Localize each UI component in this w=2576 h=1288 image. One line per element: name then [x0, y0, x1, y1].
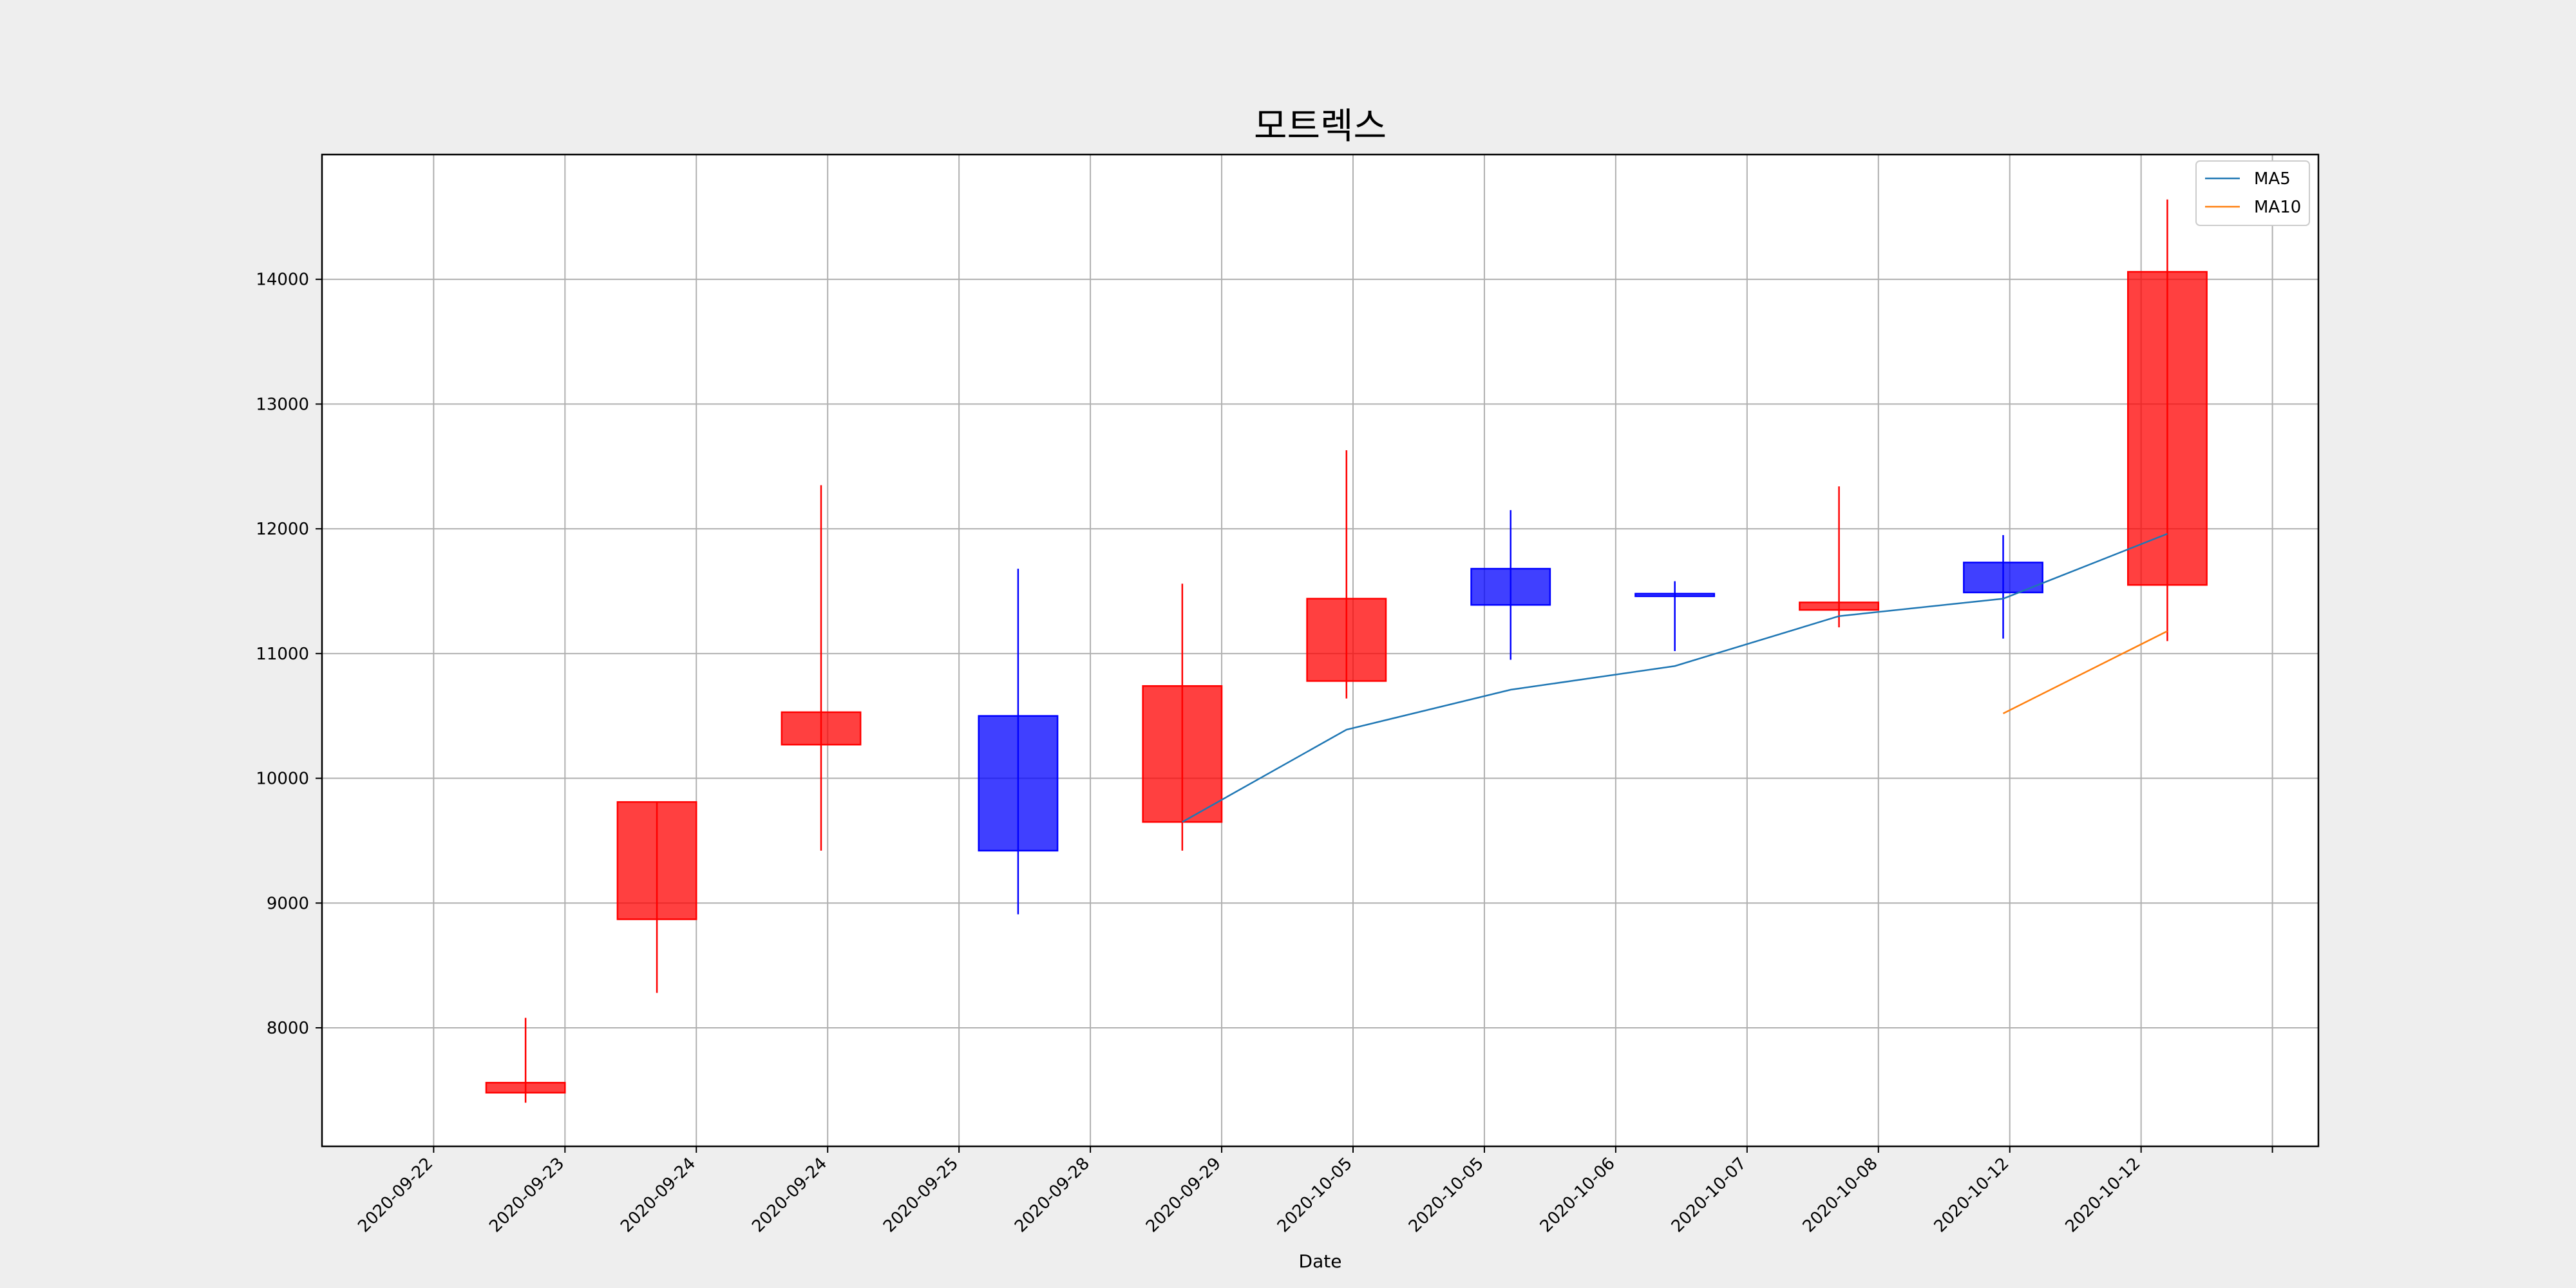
x-tick-label: 2020-09-28 — [1011, 1154, 1094, 1236]
y-tick-label: 12000 — [256, 520, 309, 539]
plot-frame — [321, 153, 2320, 1148]
x-tick-label: 2020-10-07 — [1668, 1154, 1750, 1236]
candle-body — [1142, 685, 1223, 823]
legend-label: MA10 — [2254, 198, 2301, 217]
candle-body — [1470, 567, 1551, 606]
candle-body — [1799, 601, 1880, 611]
candle-body — [1306, 598, 1387, 682]
candle-body — [1634, 592, 1716, 598]
y-tick-label: 13000 — [256, 395, 309, 414]
x-tick-label: 2020-09-24 — [748, 1154, 831, 1236]
x-tick-label: 2020-09-25 — [880, 1154, 962, 1236]
legend-label: MA5 — [2254, 169, 2291, 189]
x-tick-label: 2020-09-22 — [354, 1154, 437, 1236]
x-tick-label: 2020-09-29 — [1142, 1154, 1225, 1236]
x-axis: 2020-09-22 2020-09-23 2020-09-24 2020-09-24… — [354, 1146, 2273, 1236]
legend-box — [2195, 160, 2310, 226]
candle-body — [616, 801, 697, 920]
x-tick-label: 2020-09-23 — [486, 1154, 568, 1236]
y-tick-label: 11000 — [256, 645, 309, 664]
candle-body — [781, 711, 862, 746]
candle-body — [485, 1081, 566, 1094]
x-tick-label: 2020-10-05 — [1405, 1154, 1488, 1236]
moving-average-lines — [1182, 533, 2168, 823]
x-tick-label: 2020-10-06 — [1537, 1154, 1619, 1236]
candle-body — [978, 715, 1059, 852]
x-tick-label: 2020-10-12 — [1931, 1154, 2013, 1236]
y-axis: 8000 9000 10000 11000 12000 13000 14000 — [256, 270, 322, 1038]
x-tick-label: 2020-10-05 — [1274, 1154, 1356, 1236]
x-tick-label: 2020-10-12 — [2062, 1154, 2145, 1236]
x-tick-label: 2020-10-08 — [1799, 1154, 1882, 1236]
x-tick-label: 2020-09-24 — [617, 1154, 699, 1236]
y-tick-label: 10000 — [256, 770, 309, 789]
series-line-ma5 — [1182, 533, 2168, 823]
candles — [485, 199, 2208, 1103]
candle-body — [2127, 270, 2208, 586]
chart-title: 모트렉스 — [1254, 106, 1387, 147]
y-tick-label: 8000 — [267, 1019, 309, 1038]
legend: MA5 MA10 — [2195, 160, 2310, 226]
y-tick-label: 14000 — [256, 270, 309, 290]
series-line-ma10 — [2002, 630, 2168, 714]
y-tick-label: 9000 — [267, 894, 309, 913]
x-axis-label: Date — [1299, 1251, 1342, 1272]
